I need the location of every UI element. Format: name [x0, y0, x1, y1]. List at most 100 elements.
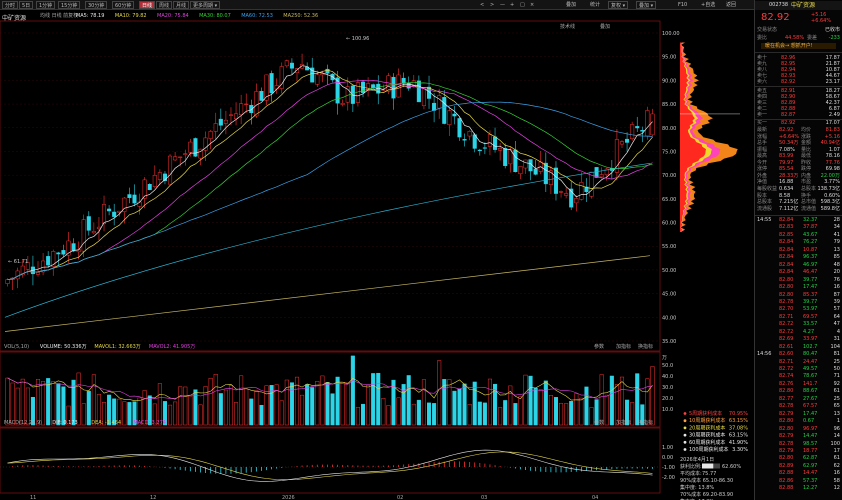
volume-bar [15, 387, 20, 426]
volume-bar [208, 377, 213, 426]
volume-bar [178, 386, 183, 426]
nav-btn-3[interactable]: + [510, 2, 515, 8]
macd-axis-label: 1.00 [662, 445, 673, 451]
nav-btn-5[interactable]: × [530, 2, 535, 8]
nav-btn-0[interactable]: < [480, 2, 485, 8]
avg-cost-label: 平均成本: [680, 470, 702, 477]
tick-row-9-cell-3: 16 [833, 284, 840, 291]
volume-bar [477, 401, 482, 426]
tick-row-19: 82.71 24.47 25 [757, 359, 840, 365]
ask2-row-4: 卖一 82.87 2.49 [757, 112, 840, 118]
toolbar-dropdown-1[interactable]: 叠加 ▾ [636, 1, 657, 9]
volume-bar [173, 401, 178, 426]
tick-row-33-cell-2: 62.97 [803, 462, 818, 469]
volume-bar [218, 393, 223, 426]
ask2-row-1-cell-2: 58.67 [825, 94, 840, 101]
period-tab-6[interactable]: 日线 [139, 1, 156, 9]
volume-btn-2[interactable]: 换指标 [638, 343, 653, 350]
tick-row-6-cell-2: 46.97 [803, 261, 818, 268]
candle-body [284, 60, 289, 67]
volume-bar [107, 394, 112, 426]
candle-body [482, 147, 487, 149]
candle-body [132, 194, 137, 204]
volume-bar [457, 388, 462, 426]
macd-btn-1[interactable]: 加指标 [616, 419, 631, 426]
candle-body [569, 188, 574, 208]
tick-row-33: 82.89 62.97 62 [757, 463, 840, 469]
volume-btn-1[interactable]: 加指标 [616, 343, 631, 350]
toolbar-btn-6[interactable]: 返回 [726, 2, 737, 8]
conc90: 90%成本 65.10-86.30 [680, 477, 733, 484]
tick-row-25: 82.78 67.57 65 [757, 403, 840, 409]
volume-bar [386, 405, 391, 426]
chart-btn-0[interactable]: 技术线 [560, 23, 575, 30]
toolbar-btn-3[interactable]: F10 [678, 2, 688, 8]
ask2-row-1-cell-0: 卖四 [757, 94, 768, 101]
ask2-row-2-cell-1: 82.89 [781, 100, 796, 107]
candle-body [579, 182, 584, 200]
promo-banner[interactable]: 暖在机会→ 想抓开户! [761, 43, 836, 49]
volume-bar [289, 382, 294, 426]
kline-chart[interactable]: 100.00 95.00 90.00 85.00 80.00 75.00 70.00 65.0… [0, 11, 754, 500]
nav-btn-4[interactable]: □ [520, 2, 525, 8]
candle-body [46, 256, 51, 266]
macd-btn-2[interactable]: 换指标 [638, 419, 653, 426]
cost-label-5: 100周期获利成本 [689, 446, 729, 453]
volume-bar [294, 376, 300, 426]
tick-row-29-cell-1: 82.79 [779, 433, 794, 440]
stat-row-4-cell-0: 最高 [757, 153, 768, 160]
stat-row-7-cell-1: 28.33万 [779, 172, 799, 179]
tick-row-22-cell-2: 141.7 [803, 380, 818, 387]
tick-row-20: 82.72 49.57 50 [757, 366, 840, 372]
candle-body [523, 159, 528, 169]
toolbar-btn-1[interactable]: 统计 [590, 2, 601, 8]
volume-bar [406, 375, 411, 426]
macd-legend-0: MACD(12,26,9) [4, 420, 42, 426]
volume-bar [249, 398, 254, 426]
period-tab-5[interactable]: 60分钟 [112, 1, 135, 9]
candle-body [432, 102, 437, 111]
tick-row-4-cell-2: 10.87 [803, 246, 818, 253]
candle-body [442, 97, 447, 124]
volume-bar [259, 404, 264, 426]
stat-row-3-cell-3: 1.07 [828, 146, 840, 153]
period-tab-1[interactable]: 5日 [19, 1, 34, 9]
candle-body [294, 68, 300, 74]
tick-row-24: 82.77 27.67 25 [757, 396, 840, 402]
macd-btn-0[interactable]: 参数 [594, 419, 604, 426]
period-tab-8[interactable]: 月线 [173, 1, 190, 9]
profit-label: 获利比例: [680, 463, 702, 470]
period-tab-3[interactable]: 15分钟 [58, 1, 81, 9]
tick-row-13-cell-2: 69.57 [803, 313, 818, 320]
chart-btn-1[interactable]: 叠加 [600, 23, 610, 30]
tick-row-17-cell-2: 102.7 [803, 343, 818, 350]
stat-row-10-cell-3: 0.60% [824, 192, 840, 199]
volume-bar [76, 372, 81, 426]
period-tab-2[interactable]: 1分钟 [36, 1, 56, 9]
toolbar-btn-0[interactable]: 叠加 [566, 2, 577, 8]
period-tab-7[interactable]: 周线 [156, 1, 173, 9]
market-status: 已收市 [824, 27, 840, 33]
period-tab-9[interactable]: 更多周期 ▾ [190, 1, 221, 9]
nav-btn-1[interactable]: > [490, 2, 495, 8]
cost-dot [683, 448, 687, 451]
tick-row-30: 82.78 98.57 100 [757, 441, 840, 447]
promo-banner-text: 暖在机会→ 想抓开户! [765, 43, 813, 49]
nav-btn-2[interactable]: — [500, 2, 505, 8]
volume-bar [51, 381, 56, 426]
volume-bar [310, 387, 315, 426]
period-tab-0[interactable]: 分时 [2, 1, 19, 9]
ma250-line [4, 255, 651, 332]
tick-row-14: 82.72 33.57 47 [757, 321, 840, 327]
volume-btn-0[interactable]: 参数 [594, 343, 604, 350]
macd-legend-2: DEA: -1.464 [91, 420, 121, 426]
tick-row-16-cell-3: 31 [833, 336, 840, 343]
toolbar-dropdown-0[interactable]: 复权 ▾ [608, 1, 629, 9]
toolbar-btn-5[interactable]: +自选 [701, 2, 716, 8]
tick-row-9: 82.80 17.47 16 [757, 284, 840, 290]
period-tab-4[interactable]: 30分钟 [85, 1, 108, 9]
tick-row-1: 82.83 37.87 34 [757, 224, 840, 230]
ask-row-4-cell-2: 23.17 [825, 79, 840, 86]
candle-body [279, 66, 284, 89]
volume-axis-label: 10.0 [662, 407, 673, 413]
